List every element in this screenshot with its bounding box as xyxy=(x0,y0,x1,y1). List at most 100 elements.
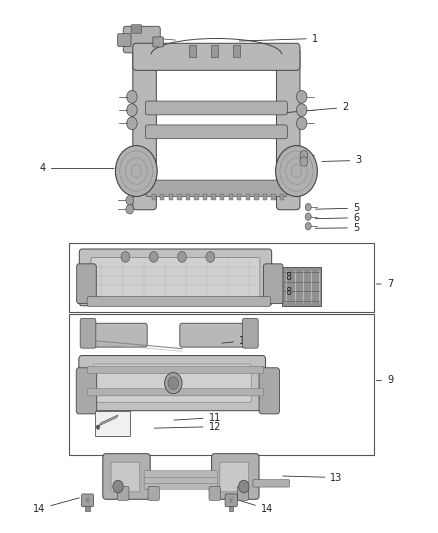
FancyBboxPatch shape xyxy=(153,37,163,47)
Bar xyxy=(194,194,199,200)
FancyBboxPatch shape xyxy=(88,366,263,374)
Circle shape xyxy=(126,196,134,205)
Circle shape xyxy=(96,425,100,429)
Text: 3: 3 xyxy=(322,156,361,165)
Bar xyxy=(177,194,182,200)
Bar xyxy=(69,314,374,455)
Circle shape xyxy=(297,117,307,130)
FancyBboxPatch shape xyxy=(144,482,218,489)
FancyBboxPatch shape xyxy=(133,47,156,210)
FancyBboxPatch shape xyxy=(133,43,300,70)
Text: 6: 6 xyxy=(315,213,359,223)
Circle shape xyxy=(206,252,215,262)
FancyBboxPatch shape xyxy=(88,389,263,396)
FancyBboxPatch shape xyxy=(80,318,96,348)
Bar xyxy=(282,266,321,306)
Text: 14: 14 xyxy=(235,499,273,514)
Circle shape xyxy=(126,205,134,214)
Circle shape xyxy=(305,213,311,220)
Text: 14: 14 xyxy=(33,498,79,514)
Circle shape xyxy=(165,373,182,394)
FancyBboxPatch shape xyxy=(144,477,218,483)
FancyBboxPatch shape xyxy=(263,264,283,304)
FancyBboxPatch shape xyxy=(123,26,160,53)
Text: 12: 12 xyxy=(154,422,221,432)
Bar xyxy=(212,194,216,200)
Circle shape xyxy=(178,252,186,262)
Bar xyxy=(160,194,164,200)
Circle shape xyxy=(168,377,179,390)
FancyBboxPatch shape xyxy=(145,101,287,115)
Circle shape xyxy=(127,104,137,116)
Text: 9: 9 xyxy=(376,375,393,385)
FancyBboxPatch shape xyxy=(111,462,140,492)
Text: 8: 8 xyxy=(286,272,292,282)
Text: 2: 2 xyxy=(287,102,348,112)
Bar xyxy=(246,194,250,200)
Bar xyxy=(95,411,130,436)
Bar xyxy=(189,45,196,57)
FancyBboxPatch shape xyxy=(77,264,96,304)
Bar xyxy=(237,194,241,200)
Text: 1: 1 xyxy=(239,34,318,44)
Bar xyxy=(69,243,374,312)
Circle shape xyxy=(300,157,308,166)
Bar xyxy=(254,194,258,200)
FancyBboxPatch shape xyxy=(117,34,131,46)
FancyBboxPatch shape xyxy=(253,480,290,487)
FancyBboxPatch shape xyxy=(86,323,147,347)
Text: 5: 5 xyxy=(315,223,359,233)
FancyBboxPatch shape xyxy=(220,462,249,492)
Bar xyxy=(229,504,233,512)
FancyBboxPatch shape xyxy=(146,180,287,197)
FancyBboxPatch shape xyxy=(144,471,218,478)
Bar xyxy=(85,504,90,512)
Text: 5: 5 xyxy=(315,203,359,213)
FancyBboxPatch shape xyxy=(76,368,97,414)
Circle shape xyxy=(305,204,311,211)
FancyBboxPatch shape xyxy=(93,364,251,402)
Text: 7: 7 xyxy=(376,279,393,289)
Circle shape xyxy=(121,252,130,262)
FancyBboxPatch shape xyxy=(225,494,237,507)
Circle shape xyxy=(300,150,308,160)
Text: 11: 11 xyxy=(174,413,221,423)
Bar xyxy=(152,194,156,200)
Bar xyxy=(203,194,207,200)
Polygon shape xyxy=(99,415,118,425)
FancyBboxPatch shape xyxy=(243,318,258,348)
Bar xyxy=(229,194,233,200)
Bar xyxy=(211,45,218,57)
FancyBboxPatch shape xyxy=(259,368,279,414)
Text: 8: 8 xyxy=(280,287,292,298)
FancyBboxPatch shape xyxy=(212,454,259,499)
FancyBboxPatch shape xyxy=(91,257,260,298)
FancyBboxPatch shape xyxy=(79,249,272,306)
Circle shape xyxy=(276,146,318,197)
FancyBboxPatch shape xyxy=(103,454,150,499)
FancyBboxPatch shape xyxy=(180,323,247,347)
FancyBboxPatch shape xyxy=(117,487,129,500)
FancyBboxPatch shape xyxy=(209,487,220,500)
Bar xyxy=(233,45,240,57)
FancyBboxPatch shape xyxy=(87,297,270,306)
Text: 10: 10 xyxy=(222,336,251,346)
Circle shape xyxy=(116,146,157,197)
Text: 13: 13 xyxy=(283,473,343,482)
FancyBboxPatch shape xyxy=(131,25,141,33)
FancyBboxPatch shape xyxy=(145,125,287,139)
Circle shape xyxy=(113,480,123,493)
Bar xyxy=(220,194,224,200)
FancyBboxPatch shape xyxy=(276,47,300,210)
Circle shape xyxy=(297,91,307,103)
Text: 4: 4 xyxy=(40,164,114,173)
Circle shape xyxy=(127,117,137,130)
FancyBboxPatch shape xyxy=(79,356,265,411)
Circle shape xyxy=(297,104,307,116)
Bar xyxy=(272,194,276,200)
Circle shape xyxy=(149,252,158,262)
FancyBboxPatch shape xyxy=(237,487,249,500)
FancyBboxPatch shape xyxy=(81,494,94,507)
Circle shape xyxy=(239,480,249,493)
Bar xyxy=(169,194,173,200)
